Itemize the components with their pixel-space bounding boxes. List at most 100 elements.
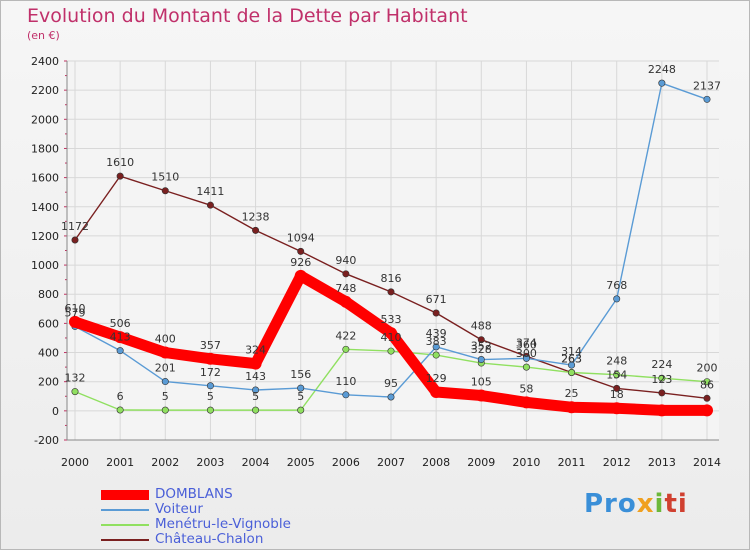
- series-point-3: [116, 172, 124, 180]
- y-tick-label: 1400: [31, 201, 59, 214]
- data-label: 263: [561, 353, 582, 366]
- series-point-2: [297, 406, 305, 414]
- series-point-2: [116, 406, 124, 414]
- y-tick-label: 1600: [31, 172, 59, 185]
- data-label: 5: [252, 390, 259, 403]
- x-tick-label: 2008: [422, 456, 450, 469]
- series-point-0: [565, 401, 578, 414]
- series-point-3: [432, 309, 440, 317]
- data-label: 610: [65, 302, 86, 315]
- y-tick-label: -200: [34, 434, 59, 447]
- x-tick-label: 2001: [106, 456, 134, 469]
- data-label: 400: [155, 333, 176, 346]
- y-tick-label: 2400: [31, 55, 59, 68]
- data-label: 328: [471, 343, 492, 356]
- series-point-0: [701, 404, 713, 417]
- series-point-0: [249, 357, 262, 370]
- data-label: 357: [200, 339, 221, 352]
- series-point-0: [655, 404, 668, 417]
- data-label: 2248: [648, 63, 676, 76]
- series-point-0: [475, 389, 488, 402]
- logo-part-1: Pro: [584, 489, 637, 519]
- legend: DOMBLANS Voiteur Menétru-le-Vignoble Châtea…: [101, 487, 291, 547]
- x-tick-label: 2006: [332, 456, 360, 469]
- series-point-0: [294, 269, 307, 282]
- data-label: 201: [155, 362, 176, 375]
- series-point-0: [385, 327, 397, 340]
- series-point-2: [703, 378, 711, 386]
- data-label: 105: [471, 376, 492, 389]
- legend-swatch: [101, 538, 149, 541]
- y-tick-label: 1800: [31, 142, 59, 155]
- data-label: 410: [381, 331, 402, 344]
- data-label: 132: [65, 372, 86, 385]
- series-point-0: [430, 386, 443, 399]
- legend-swatch: [101, 508, 149, 511]
- data-label: 95: [384, 377, 398, 390]
- chart-unit: (en €): [27, 29, 60, 42]
- series-point-0: [339, 295, 352, 308]
- data-label: 2137: [693, 79, 721, 92]
- legend-item: Voiteur: [101, 502, 291, 517]
- y-tick-label: 2000: [31, 113, 59, 126]
- legend-item: Château-Chalon: [101, 532, 291, 547]
- x-tick-label: 2013: [648, 456, 676, 469]
- data-label: 123: [651, 373, 672, 386]
- series-point-3: [252, 226, 260, 234]
- series-point-3: [613, 384, 621, 392]
- series-point-0: [520, 396, 533, 409]
- series-point-2: [342, 345, 350, 353]
- series-point-3: [297, 247, 305, 255]
- plot-area: [67, 61, 719, 440]
- x-tick-label: 2012: [603, 456, 631, 469]
- data-label: 816: [381, 272, 402, 285]
- series-point-3: [477, 336, 485, 344]
- data-label: 5: [162, 390, 169, 403]
- y-tick-label: 0: [52, 405, 59, 418]
- series-point-1: [613, 295, 621, 303]
- series-point-1: [116, 347, 124, 355]
- series-point-2: [206, 406, 214, 414]
- logo-part-2: x: [636, 489, 655, 519]
- series-point-3: [387, 288, 395, 296]
- data-label: 110: [335, 375, 356, 388]
- series-point-1: [206, 382, 214, 390]
- data-label: 360: [516, 338, 537, 351]
- chart-title: Evolution du Montant de la Dette par Hab…: [27, 5, 468, 27]
- x-tick-label: 2000: [61, 456, 89, 469]
- data-label: 172: [200, 366, 221, 379]
- series-point-2: [252, 406, 260, 414]
- series-point-2: [432, 351, 440, 359]
- series-point-3: [703, 394, 711, 402]
- data-label: 5: [297, 390, 304, 403]
- data-label: 439: [426, 327, 447, 340]
- data-label: 374: [516, 336, 537, 349]
- data-label: 488: [471, 320, 492, 333]
- x-tick-label: 2010: [512, 456, 540, 469]
- series-point-1: [522, 354, 530, 362]
- x-tick-label: 2005: [287, 456, 315, 469]
- x-tick-label: 2011: [558, 456, 586, 469]
- data-label: 1094: [287, 231, 315, 244]
- axes: -200 0 200 400 600 800 1000 1200 1400 1600 1800 200…: [31, 55, 721, 469]
- data-label: 422: [335, 329, 356, 342]
- y-tick-label: 1200: [31, 230, 59, 243]
- logo-part-4: ti: [664, 489, 688, 519]
- data-label: 1510: [151, 171, 179, 184]
- x-tick-label: 2014: [693, 456, 721, 469]
- x-tick-label: 2007: [377, 456, 405, 469]
- series-point-1: [161, 378, 169, 386]
- data-label: 748: [335, 282, 356, 295]
- legend-label: DOMBLANS: [155, 486, 233, 502]
- series-lines: [69, 79, 713, 417]
- series-point-1: [252, 386, 260, 394]
- series-point-3: [206, 201, 214, 209]
- data-label: 579: [65, 306, 86, 319]
- data-label: 671: [426, 293, 447, 306]
- y-tick-label: 400: [38, 347, 59, 360]
- series-point-3: [161, 187, 169, 195]
- series-point-2: [522, 363, 530, 371]
- data-label: 413: [110, 331, 131, 344]
- series-point-2: [568, 369, 576, 377]
